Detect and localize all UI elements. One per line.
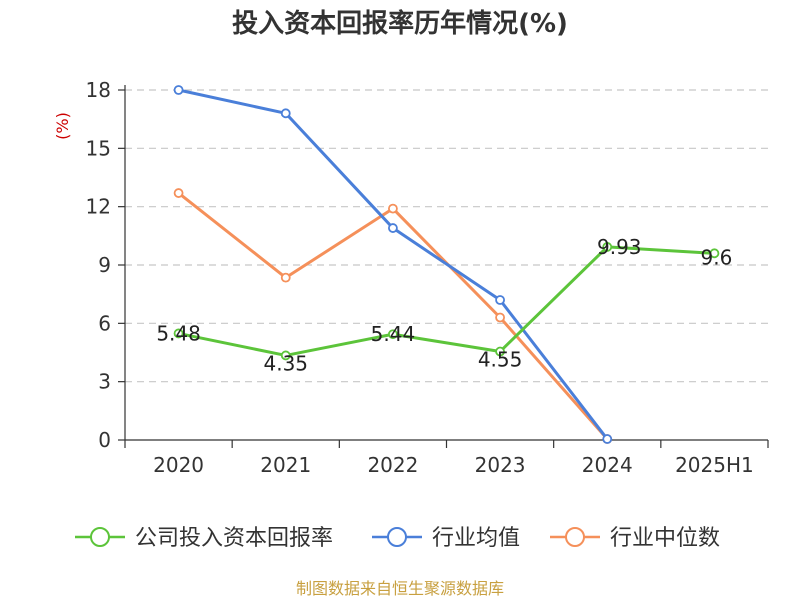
data-point[interactable] (280, 350, 291, 361)
legend-item[interactable]: 行业中位数 (550, 526, 720, 551)
x-tick-label: 2020 (153, 453, 204, 477)
series-group (173, 85, 720, 444)
data-labels: 5.48 4.35 5.44 4.55 9.93 9.6 (156, 235, 732, 375)
data-point[interactable] (173, 188, 184, 198)
chart-title: 投入资本回报率历年情况(%) (232, 8, 568, 39)
x-tick-label: 2021 (260, 453, 311, 477)
data-point[interactable] (280, 272, 291, 283)
data-point[interactable] (388, 329, 398, 340)
data-label: 4.55 (478, 348, 523, 372)
series-line (178, 245, 715, 357)
legend-item[interactable]: 公司投入资本回报率 (75, 526, 333, 551)
y-tick-label: 3 (98, 370, 111, 394)
source-note: 制图数据来自恒生聚源数据库 (296, 579, 504, 598)
legend-item[interactable]: 行业均值 (372, 526, 520, 551)
x-tick-label: 2023 (475, 453, 526, 477)
data-point[interactable] (173, 328, 184, 339)
y-tick-label: 9 (98, 253, 111, 277)
data-point[interactable] (388, 203, 398, 214)
y-tick-label: 6 (98, 311, 111, 335)
y-tick-label: 15 (86, 136, 111, 160)
legend-label: 行业均值 (432, 526, 520, 551)
data-label: 5.48 (156, 321, 201, 345)
y-tick-label: 12 (86, 195, 111, 219)
grid-lines (125, 89, 768, 383)
data-label: 9.6 (701, 245, 733, 269)
legend-marker (565, 527, 585, 547)
data-point[interactable] (495, 312, 505, 323)
data-point[interactable] (388, 223, 398, 233)
x-tick-label: 2022 (367, 453, 418, 477)
legend[interactable]: 公司投入资本回报率 行业均值 行业中位数 (75, 526, 720, 551)
data-label: 9.93 (597, 235, 642, 259)
legend-label: 行业中位数 (610, 526, 720, 551)
axes: 0 3 6 9 12 15 18 2020 2021 2022 2023 2024 2025H1 (86, 78, 769, 477)
y-tick-label: 18 (86, 78, 111, 102)
legend-marker (90, 527, 110, 547)
legend-label: 公司投入资本回报率 (135, 526, 333, 551)
data-point[interactable] (280, 108, 291, 119)
data-point[interactable] (495, 346, 505, 357)
legend-marker (387, 527, 407, 547)
data-point[interactable] (602, 434, 613, 444)
data-point[interactable] (709, 248, 720, 259)
x-tick-label: 2025H1 (675, 453, 754, 477)
data-point[interactable] (602, 242, 613, 252)
data-label: 5.44 (371, 322, 416, 346)
y-axis-label: (%) (53, 112, 72, 140)
x-tick-label: 2024 (582, 453, 633, 477)
y-tick-label: 0 (98, 428, 111, 452)
data-point[interactable] (495, 295, 505, 305)
data-label: 4.35 (263, 351, 308, 375)
data-point[interactable] (173, 85, 184, 95)
